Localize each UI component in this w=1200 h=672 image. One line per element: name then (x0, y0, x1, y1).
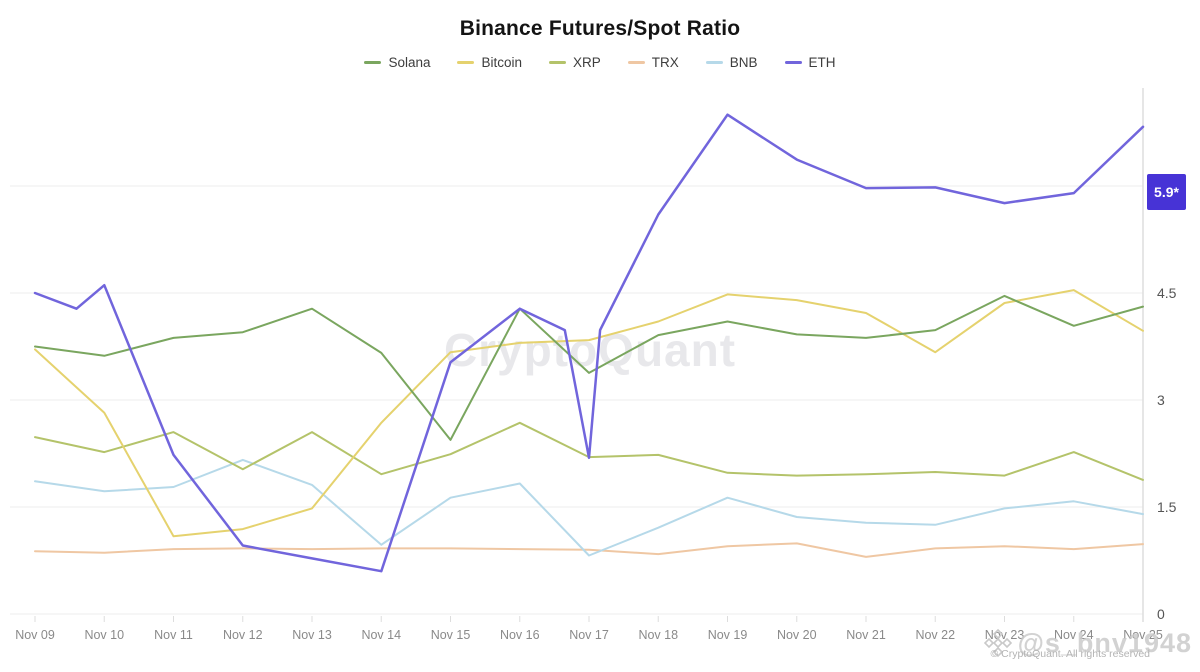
legend-item-eth[interactable]: ETH (784, 55, 836, 70)
y-axis-tick-label: 0 (1157, 606, 1165, 622)
cryptoquant-watermark: CryptoQuant (443, 324, 737, 376)
x-axis-tick-label: Nov 24 (1054, 628, 1094, 642)
chart-title: Binance Futures/Spot Ratio (459, 17, 741, 40)
series-line-eth (33, 113, 1145, 573)
legend-item-trx[interactable]: TRX (627, 55, 679, 70)
x-axis-tick-label: Nov 09 (15, 628, 55, 642)
legend-label: Solana (388, 55, 431, 70)
legend-label: TRX (651, 55, 679, 70)
legend-item-solana[interactable]: Solana (364, 55, 430, 70)
x-axis-tick-label: Nov 13 (292, 628, 332, 642)
y-axis-tick-label: 1.5 (1157, 499, 1177, 515)
legend-swatch-bitcoin (457, 61, 475, 64)
series-line-bnb (34, 458, 1144, 557)
legend-label: ETH (808, 55, 836, 70)
x-axis-tick-label: Nov 18 (638, 628, 678, 642)
x-axis-tick-label: Nov 20 (777, 628, 817, 642)
x-axis-tick-label: Nov 23 (985, 628, 1025, 642)
legend-item-xrp[interactable]: XRP (549, 55, 601, 70)
legend-label: XRP (573, 55, 601, 70)
legend-swatch-bnb (705, 61, 723, 64)
x-axis-tick-label: Nov 22 (915, 628, 955, 642)
x-axis-tick-label: Nov 10 (84, 628, 124, 642)
watermark-handle: @s_bnv1948 (981, 626, 1192, 660)
last-value-badge: 5.9* (1147, 174, 1186, 210)
legend: Solana Bitcoin XRP TRX BNB ETH (0, 55, 1200, 70)
series-line-trx (34, 542, 1144, 558)
series-line-solana (34, 294, 1144, 441)
series-line-bitcoin (34, 289, 1144, 538)
legend-item-bitcoin[interactable]: Bitcoin (457, 55, 522, 70)
x-axis-tick-label: Nov 17 (569, 628, 609, 642)
binance-logo-icon (983, 628, 1012, 658)
legend-swatch-solana (364, 61, 382, 64)
x-axis-tick-label: Nov 19 (708, 628, 748, 642)
legend-swatch-xrp (549, 61, 567, 64)
legend-label: Bitcoin (481, 55, 523, 70)
x-axis-tick-label: Nov 16 (500, 628, 540, 642)
x-axis-tick-label: Nov 15 (431, 628, 471, 642)
legend-swatch-eth (784, 61, 802, 64)
legend-swatch-trx (627, 61, 645, 64)
legend-label: BNB (729, 55, 758, 70)
x-axis-tick-label: Nov 21 (846, 628, 886, 642)
y-axis-tick-label: 4.5 (1157, 285, 1177, 301)
x-axis-tick-label: Nov 11 (154, 628, 193, 642)
y-axis-tick-label: 3 (1157, 392, 1165, 408)
x-axis-tick-label: Nov 25 (1123, 628, 1163, 642)
handle-text: @s_bnv1948 (1017, 627, 1192, 658)
x-axis-tick-label: Nov 12 (223, 628, 263, 642)
legend-item-bnb[interactable]: BNB (705, 55, 758, 70)
x-axis-tick-label: Nov 14 (361, 628, 401, 642)
copyright-credit: © CryptoQuant. All rights reserved (990, 648, 1150, 660)
